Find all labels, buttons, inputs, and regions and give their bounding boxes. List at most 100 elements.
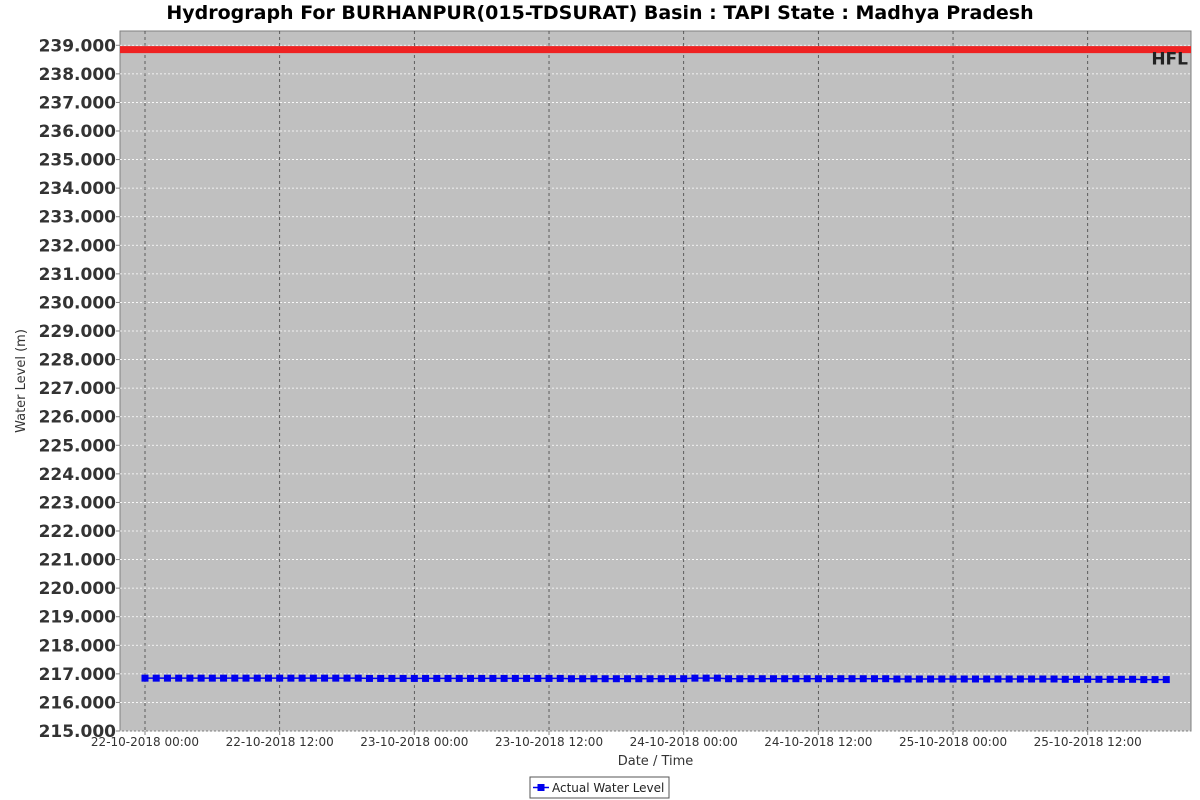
legend-box xyxy=(529,776,670,799)
y-tick-label: 226.000 xyxy=(39,408,117,428)
data-point xyxy=(332,674,340,682)
y-tick-label: 236.000 xyxy=(39,122,117,142)
data-point xyxy=(567,675,575,683)
data-point xyxy=(949,675,957,683)
data-point xyxy=(433,674,441,682)
data-point xyxy=(242,674,250,682)
data-point xyxy=(1005,675,1013,683)
data-point xyxy=(309,674,317,682)
y-tick-label: 222.000 xyxy=(39,522,117,542)
y-tick-label: 217.000 xyxy=(39,665,117,685)
y-tick-label: 239.000 xyxy=(39,36,117,56)
y-tick-label: 224.000 xyxy=(39,465,117,485)
data-point xyxy=(186,674,194,682)
data-point xyxy=(444,674,452,682)
data-point xyxy=(803,675,811,683)
y-tick-label: 238.000 xyxy=(39,65,117,85)
data-point xyxy=(915,675,923,683)
data-point xyxy=(1117,675,1125,683)
data-point xyxy=(590,675,598,683)
data-point xyxy=(994,675,1002,683)
data-point xyxy=(466,674,474,682)
data-point xyxy=(343,674,351,682)
data-point xyxy=(769,675,777,683)
chart-title: Hydrograph For BURHANPUR(015-TDSURAT) Ba… xyxy=(166,2,1034,24)
plot-area xyxy=(119,30,1192,732)
data-point xyxy=(960,675,968,683)
legend-marker xyxy=(537,784,545,791)
data-point xyxy=(321,674,329,682)
data-point xyxy=(141,674,149,682)
data-point xyxy=(668,675,676,683)
data-point xyxy=(410,674,418,682)
x-tick-label: 24-10-2018 00:00 xyxy=(630,735,738,749)
data-point xyxy=(1162,676,1170,684)
data-point xyxy=(287,674,295,682)
data-point xyxy=(388,674,396,682)
data-point xyxy=(1039,675,1047,683)
data-point xyxy=(859,675,867,683)
data-point xyxy=(175,674,183,682)
data-point xyxy=(354,674,362,682)
x-tick-label: 22-10-2018 00:00 xyxy=(91,735,199,749)
series-0 xyxy=(141,674,1170,684)
data-point xyxy=(680,675,688,683)
data-point xyxy=(365,674,373,682)
data-point xyxy=(725,675,733,683)
y-tick-label: 237.000 xyxy=(39,93,117,113)
data-point xyxy=(523,674,531,682)
data-point xyxy=(556,674,564,682)
data-point xyxy=(422,674,430,682)
data-point xyxy=(713,674,721,682)
data-point xyxy=(1016,675,1024,683)
data-point xyxy=(601,675,609,683)
data-point xyxy=(220,674,228,682)
y-tick-label: 220.000 xyxy=(39,579,117,599)
data-point xyxy=(792,675,800,683)
data-point xyxy=(511,674,519,682)
data-point xyxy=(1095,675,1103,683)
data-point xyxy=(702,674,710,682)
data-point xyxy=(455,674,463,682)
x-tick-label: 23-10-2018 00:00 xyxy=(360,735,468,749)
data-point xyxy=(837,675,845,683)
data-point xyxy=(624,675,632,683)
data-point xyxy=(882,675,890,683)
data-point xyxy=(758,675,766,683)
data-point xyxy=(747,675,755,683)
data-point xyxy=(826,675,834,683)
data-point xyxy=(971,675,979,683)
data-point xyxy=(276,674,284,682)
x-tick-label: 25-10-2018 00:00 xyxy=(899,735,1007,749)
y-tick-label: 234.000 xyxy=(39,179,117,199)
data-point xyxy=(579,675,587,683)
y-tick-label: 231.000 xyxy=(39,265,117,285)
data-point xyxy=(657,675,665,683)
y-tick-label: 218.000 xyxy=(39,636,117,656)
data-point xyxy=(1050,675,1058,683)
y-tick-label: 227.000 xyxy=(39,379,117,399)
data-point xyxy=(1028,675,1036,683)
data-point xyxy=(904,675,912,683)
data-point xyxy=(1106,675,1114,683)
data-point xyxy=(612,675,620,683)
data-point xyxy=(646,675,654,683)
x-tick-label: 24-10-2018 12:00 xyxy=(764,735,872,749)
data-point xyxy=(1072,675,1080,683)
legend: Actual Water Level xyxy=(529,776,670,799)
data-point xyxy=(253,674,261,682)
data-point xyxy=(1151,676,1159,684)
data-point xyxy=(635,675,643,683)
data-point xyxy=(489,674,497,682)
x-axis: 22-10-2018 00:00 22-10-2018 12:00 23-10-20… xyxy=(91,31,1142,749)
data-point xyxy=(814,675,822,683)
data-point xyxy=(870,675,878,683)
data-point xyxy=(231,674,239,682)
y-tick-label: 221.000 xyxy=(39,551,117,571)
data-point xyxy=(848,675,856,683)
x-tick-label: 25-10-2018 12:00 xyxy=(1034,735,1142,749)
data-point xyxy=(691,674,699,682)
data-point xyxy=(152,674,160,682)
data-point xyxy=(264,674,272,682)
